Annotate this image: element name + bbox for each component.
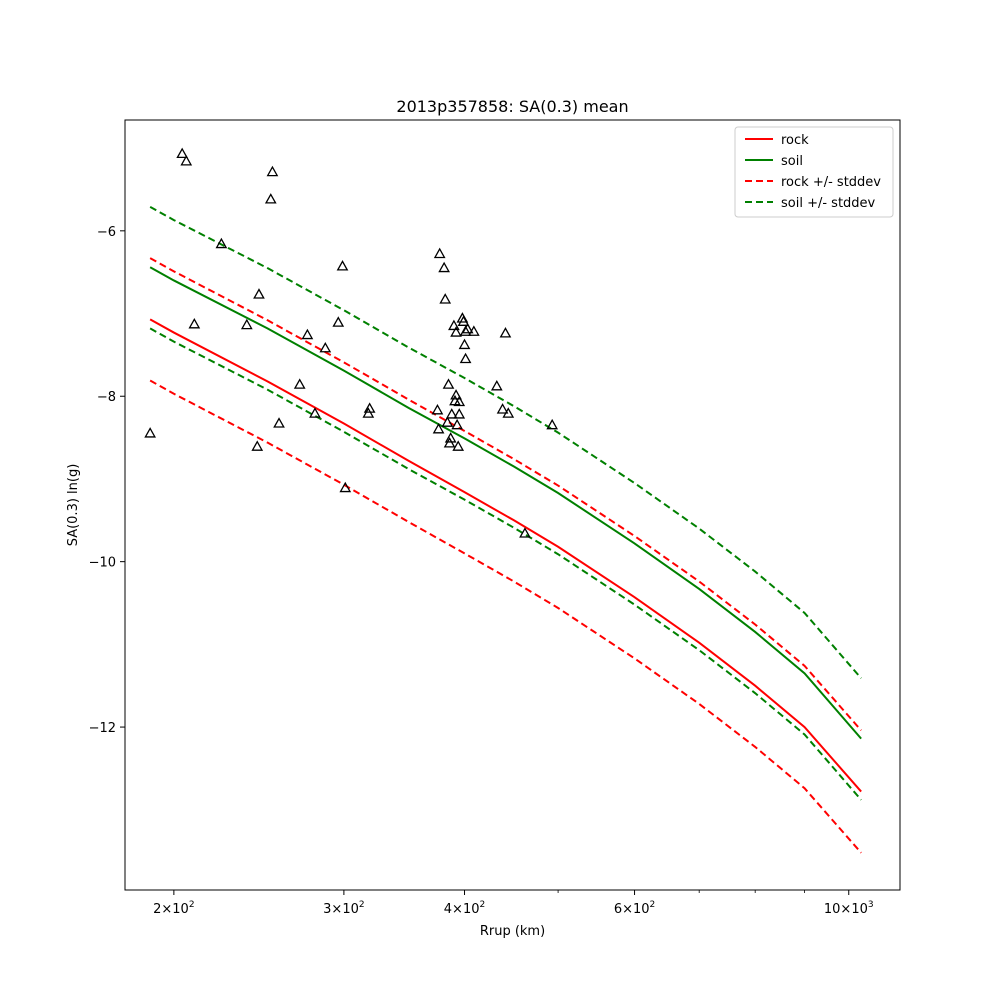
observation-marker <box>188 317 201 329</box>
observation-marker <box>519 527 531 538</box>
series-line-soil-stddev-4 <box>149 205 862 679</box>
observation-marker <box>180 155 193 166</box>
observation-marker <box>490 379 503 391</box>
y-tick-label: −10 <box>89 556 116 571</box>
series-line-rock-stddev-2 <box>149 257 862 732</box>
observation-marker <box>339 481 352 493</box>
legend-box <box>734 126 894 218</box>
observation-marker <box>451 418 463 430</box>
observation-marker <box>459 352 472 364</box>
observation-marker <box>453 408 466 419</box>
observation-marker <box>266 165 279 177</box>
observation-marker <box>496 403 509 414</box>
x-tick-label: 10×103 <box>824 900 874 917</box>
observation-marker <box>453 395 466 407</box>
observation-marker <box>502 407 515 418</box>
observation-marker <box>448 319 460 331</box>
observation-marker <box>293 378 306 389</box>
observation-marker <box>332 316 345 327</box>
series-line-rock-stddev-lower-3 <box>149 379 862 854</box>
observation-marker <box>499 327 512 338</box>
legend-label: rock <box>781 133 809 148</box>
observation-marker <box>450 326 462 337</box>
observation-marker <box>442 378 455 389</box>
observation-marker <box>450 389 462 400</box>
y-axis-label: SA(0.3) ln(g) <box>66 464 81 547</box>
plot-content <box>144 147 862 854</box>
y-tick-label: −6 <box>97 225 116 240</box>
x-tick-label: 2×102 <box>153 900 194 917</box>
observation-marker <box>215 237 228 249</box>
chart-title: 2013p357858: SA(0.3) mean <box>396 97 628 116</box>
observation-marker <box>461 322 474 334</box>
legend-label: soil <box>781 154 803 169</box>
observation-marker <box>456 312 469 323</box>
legend-label: rock +/- stddev <box>781 175 881 190</box>
legend: rock soil rock +/- stddev soil +/- stddev <box>734 126 894 218</box>
series-line-soil-1 <box>149 266 862 740</box>
observation-marker <box>176 147 189 159</box>
axes-frame <box>124 119 901 891</box>
observation-marker <box>336 260 349 271</box>
observation-marker <box>467 325 480 336</box>
observation-marker <box>546 418 559 430</box>
observation-marker <box>438 261 450 273</box>
x-tick-label: 3×102 <box>323 900 364 917</box>
observation-marker <box>251 440 264 451</box>
observation-marker <box>441 416 454 427</box>
observation-marker <box>452 440 465 451</box>
observation-marker <box>444 432 457 443</box>
observation-marker <box>319 341 332 353</box>
series-line-rock-0 <box>149 318 862 793</box>
observation-marker <box>363 402 376 413</box>
y-tick-label: −8 <box>97 390 116 405</box>
observation-marker <box>273 417 285 428</box>
observation-marker <box>301 328 314 340</box>
observation-marker <box>445 408 458 419</box>
observation-marker <box>264 193 277 204</box>
x-tick-label: 6×102 <box>614 900 655 917</box>
axes: 2×102 3×102 4×102 6×102 10×103 −6 −8 −10 −12 <box>89 119 901 917</box>
observation-marker <box>362 407 375 418</box>
observation-marker <box>458 338 471 350</box>
observation-marker <box>309 407 321 418</box>
observation-marker <box>240 318 253 330</box>
plot-area <box>144 147 862 854</box>
x-axis-label: Rrup (km) <box>480 924 545 939</box>
observation-marker <box>431 403 444 415</box>
legend-label: soil +/- stddev <box>781 196 876 211</box>
observation-marker <box>457 315 470 326</box>
series-line-soil-stddev-lower-5 <box>149 327 862 801</box>
observation-marker <box>433 247 446 259</box>
observation-marker <box>144 427 156 438</box>
observation-marker <box>439 293 452 304</box>
observation-marker <box>443 437 456 448</box>
x-tick-label: 4×102 <box>444 900 485 917</box>
observation-marker <box>253 288 265 299</box>
observation-marker <box>432 422 445 434</box>
y-tick-label: −12 <box>89 721 116 736</box>
